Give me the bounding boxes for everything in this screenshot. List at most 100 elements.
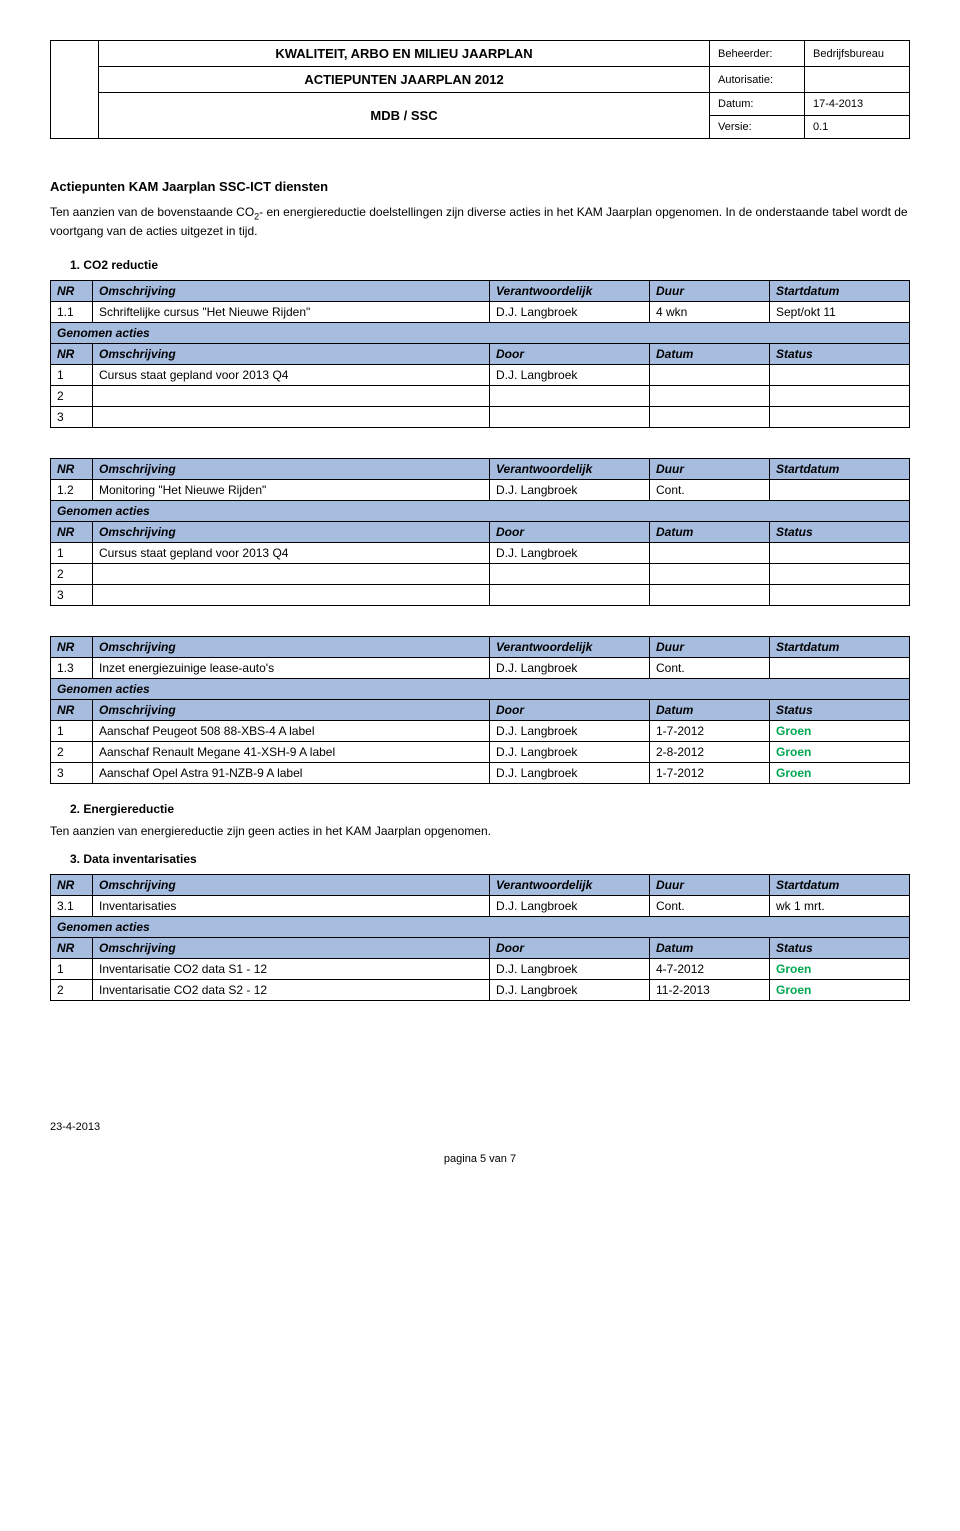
cell-status [770, 542, 910, 563]
cell-nr: 1 [51, 720, 93, 741]
col-duur: Duur [650, 636, 770, 657]
cell-verant: D.J. Langbroek [490, 479, 650, 500]
cell-empty [770, 385, 910, 406]
col-status: Status [770, 937, 910, 958]
cell-empty [93, 563, 490, 584]
col-verantwoordelijk: Verantwoordelijk [490, 280, 650, 301]
cell-empty [770, 584, 910, 605]
heading-data-inventarisaties: 3. Data inventarisaties [70, 852, 910, 866]
col-omschrijving: Omschrijving [93, 937, 490, 958]
cell-empty [490, 406, 650, 427]
cell-verant: D.J. Langbroek [490, 301, 650, 322]
table-1-1: NR Omschrijving Verantwoordelijk Duur St… [50, 280, 910, 428]
cell-nr: 1.2 [51, 479, 93, 500]
col-startdatum: Startdatum [770, 636, 910, 657]
cell-nr: 2 [51, 385, 93, 406]
col-omschrijving: Omschrijving [93, 521, 490, 542]
col-status: Status [770, 699, 910, 720]
cell-nr: 3.1 [51, 895, 93, 916]
cell-omsch: Inventarisatie CO2 data S1 - 12 [93, 958, 490, 979]
col-nr: NR [51, 874, 93, 895]
cell-empty [93, 385, 490, 406]
cell-start [770, 657, 910, 678]
col-omschrijving: Omschrijving [93, 343, 490, 364]
autorisatie-label: Autorisatie: [710, 67, 805, 93]
cell-omsch: Inventarisaties [93, 895, 490, 916]
cell-datum [650, 364, 770, 385]
footer-date: 23-4-2013 [50, 1121, 910, 1133]
cell-omsch: Cursus staat gepland voor 2013 Q4 [93, 364, 490, 385]
col-door: Door [490, 343, 650, 364]
cell-door: D.J. Langbroek [490, 720, 650, 741]
cell-omsch: Monitoring "Het Nieuwe Rijden" [93, 479, 490, 500]
cell-nr: 1.1 [51, 301, 93, 322]
autorisatie-value [805, 67, 910, 93]
logo-cell [51, 41, 99, 139]
cell-status: Groen [770, 720, 910, 741]
col-nr: NR [51, 699, 93, 720]
genomen-acties-header: Genomen acties [51, 322, 910, 343]
cell-duur: Cont. [650, 479, 770, 500]
cell-empty [93, 406, 490, 427]
col-duur: Duur [650, 874, 770, 895]
col-omschrijving: Omschrijving [93, 699, 490, 720]
cell-omsch: Aanschaf Renault Megane 41-XSH-9 A label [93, 741, 490, 762]
col-door: Door [490, 699, 650, 720]
cell-start: Sept/okt 11 [770, 301, 910, 322]
col-nr: NR [51, 937, 93, 958]
cell-status: Groen [770, 762, 910, 783]
col-datum: Datum [650, 699, 770, 720]
col-nr: NR [51, 280, 93, 301]
cell-duur: Cont. [650, 657, 770, 678]
cell-omsch: Schriftelijke cursus "Het Nieuwe Rijden" [93, 301, 490, 322]
cell-omsch: Inventarisatie CO2 data S2 - 12 [93, 979, 490, 1000]
cell-empty [650, 584, 770, 605]
genomen-acties-header: Genomen acties [51, 678, 910, 699]
cell-datum: 11-2-2013 [650, 979, 770, 1000]
section-title: Actiepunten KAM Jaarplan SSC-ICT dienste… [50, 179, 910, 194]
heading-energie: 2. Energiereductie [70, 802, 910, 816]
cell-empty [770, 563, 910, 584]
col-nr: NR [51, 636, 93, 657]
cell-empty [490, 584, 650, 605]
cell-nr: 1 [51, 958, 93, 979]
cell-door: D.J. Langbroek [490, 364, 650, 385]
header-title-2: ACTIEPUNTEN JAARPLAN 2012 [99, 67, 710, 93]
beheerder-label: Beheerder: [710, 41, 805, 67]
cell-nr: 3 [51, 584, 93, 605]
header-mdb: MDB / SSC [99, 93, 710, 139]
col-door: Door [490, 937, 650, 958]
col-datum: Datum [650, 521, 770, 542]
cell-omsch: Aanschaf Opel Astra 91-NZB-9 A label [93, 762, 490, 783]
table-1-3: NR Omschrijving Verantwoordelijk Duur St… [50, 636, 910, 784]
cell-nr: 3 [51, 406, 93, 427]
genomen-acties-header: Genomen acties [51, 916, 910, 937]
table-1-2: NR Omschrijving Verantwoordelijk Duur St… [50, 458, 910, 606]
cell-datum [650, 542, 770, 563]
cell-duur: 4 wkn [650, 301, 770, 322]
cell-omsch: Aanschaf Peugeot 508 88-XBS-4 A label [93, 720, 490, 741]
col-omschrijving: Omschrijving [93, 874, 490, 895]
col-verantwoordelijk: Verantwoordelijk [490, 874, 650, 895]
intro-paragraph: Ten aanzien van de bovenstaande CO2- en … [50, 204, 910, 240]
cell-nr: 1 [51, 364, 93, 385]
cell-datum: 2-8-2012 [650, 741, 770, 762]
col-startdatum: Startdatum [770, 458, 910, 479]
versie-label: Versie: [710, 116, 805, 139]
cell-nr: 2 [51, 741, 93, 762]
datum-label: Datum: [710, 93, 805, 116]
cell-empty [490, 563, 650, 584]
col-nr: NR [51, 343, 93, 364]
cell-door: D.J. Langbroek [490, 542, 650, 563]
col-status: Status [770, 343, 910, 364]
cell-empty [770, 406, 910, 427]
cell-empty [490, 385, 650, 406]
col-startdatum: Startdatum [770, 280, 910, 301]
col-verantwoordelijk: Verantwoordelijk [490, 636, 650, 657]
cell-datum: 1-7-2012 [650, 720, 770, 741]
cell-door: D.J. Langbroek [490, 958, 650, 979]
intro-part1: Ten aanzien van de bovenstaande CO [50, 205, 254, 219]
cell-nr: 3 [51, 762, 93, 783]
cell-verant: D.J. Langbroek [490, 657, 650, 678]
cell-door: D.J. Langbroek [490, 741, 650, 762]
